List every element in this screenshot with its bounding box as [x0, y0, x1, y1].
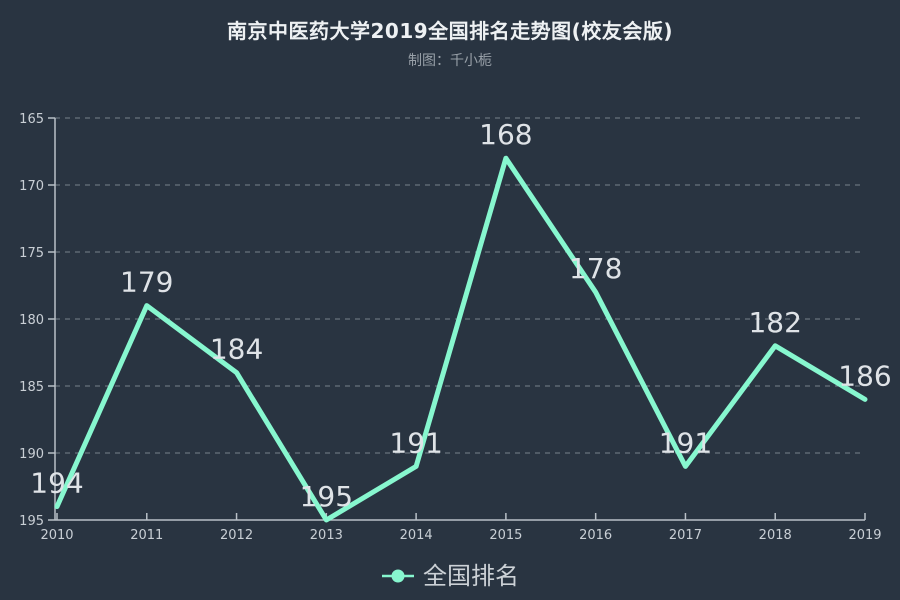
chart-subtitle: 制图：千小栀	[408, 53, 492, 69]
data-label: 179	[120, 266, 173, 299]
y-tick-label: 165	[19, 112, 44, 127]
x-tick-label: 2016	[579, 528, 612, 543]
y-tick-label: 175	[19, 246, 44, 261]
x-tick-label: 2010	[40, 528, 73, 543]
x-tick-label: 2015	[489, 528, 522, 543]
x-tick-label: 2018	[759, 528, 792, 543]
y-tick-label: 190	[19, 447, 44, 462]
y-tick-label: 195	[19, 514, 44, 529]
x-tick-label: 2013	[310, 528, 343, 543]
data-label: 178	[569, 252, 622, 285]
data-label: 191	[389, 426, 442, 459]
data-label: 182	[748, 306, 801, 339]
legend-dot	[391, 569, 405, 583]
series-line-national-ranking	[54, 155, 868, 523]
y-tick-label: 180	[19, 313, 44, 328]
y-tick-label: 185	[19, 380, 44, 395]
x-tick-label: 2017	[669, 528, 702, 543]
x-tick-label: 2011	[130, 528, 163, 543]
data-label: 195	[300, 480, 353, 513]
x-tick-label: 2012	[220, 528, 253, 543]
data-label: 168	[479, 118, 532, 151]
data-label: 186	[838, 359, 891, 392]
legend-item-national-ranking[interactable]: 全国排名	[0, 564, 900, 588]
legend-line-dot-icon	[382, 569, 414, 583]
legend-label: 全国排名	[423, 562, 519, 590]
data-label: 191	[659, 426, 712, 459]
data-label: 184	[210, 333, 263, 366]
x-tick-label: 2014	[400, 528, 433, 543]
x-tick-label: 2019	[848, 528, 881, 543]
data-label: 194	[30, 467, 83, 500]
chart-title: 南京中医药大学2019全国排名走势图(校友会版)	[227, 19, 673, 43]
y-tick-label: 170	[19, 179, 44, 194]
